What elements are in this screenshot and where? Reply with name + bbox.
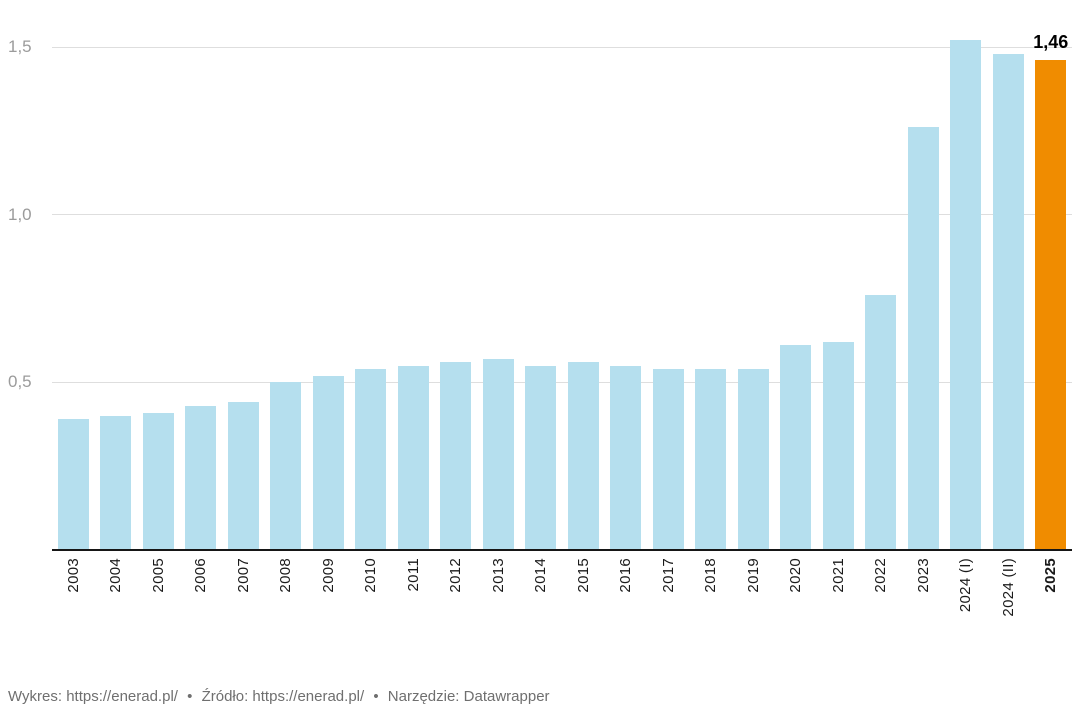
y-tick-label: 1,0 xyxy=(8,204,32,224)
x-tick-label: 2021 xyxy=(829,558,847,593)
x-tick-label: 2007 xyxy=(234,558,252,593)
bar-2009 xyxy=(312,375,344,550)
bar-2019 xyxy=(737,368,769,550)
x-tick-label: 2011 xyxy=(404,558,422,592)
gridline xyxy=(52,214,1072,216)
x-tick-label: 2004 xyxy=(107,558,125,593)
x-tick-label: 2022 xyxy=(872,558,890,593)
footer-source-label: Źródło: xyxy=(201,688,249,705)
bar-2012 xyxy=(440,362,472,550)
bar-2003 xyxy=(57,419,89,550)
bar-2006 xyxy=(185,405,217,550)
bar-2010 xyxy=(355,368,387,550)
bar-2014 xyxy=(525,365,557,550)
x-tick-label: 2016 xyxy=(617,558,635,593)
x-tick-label: 2010 xyxy=(362,558,380,593)
bar-2017 xyxy=(652,368,684,550)
plot-area: 1,46 xyxy=(52,0,1072,550)
footer-tool-link[interactable]: Datawrapper xyxy=(463,688,550,705)
x-tick-label: 2006 xyxy=(192,558,210,593)
bar-2008 xyxy=(270,382,302,550)
footer-separator: • xyxy=(373,688,379,705)
gridline xyxy=(52,381,1072,383)
x-axis-line xyxy=(52,549,1072,551)
bar-2021 xyxy=(822,342,854,550)
bar-2025: 1,46 xyxy=(1033,32,1068,550)
bar-2015 xyxy=(567,362,599,550)
x-tick-label: 2012 xyxy=(447,558,465,593)
x-tick-label: 2025 xyxy=(1042,558,1060,593)
x-tick-label: 2020 xyxy=(787,558,805,593)
bars-container: 1,46 xyxy=(52,0,1072,550)
x-tick-label: 2023 xyxy=(914,558,932,593)
x-tick-label: 2018 xyxy=(702,558,720,593)
x-tick-label: 2015 xyxy=(574,558,592,593)
bar-2004 xyxy=(100,415,132,550)
gridline xyxy=(52,46,1072,48)
x-tick-label: 2024 (II) xyxy=(999,558,1017,617)
x-tick-label: 2008 xyxy=(277,558,295,593)
x-tick-label: 2024 (I) xyxy=(957,558,975,613)
bar-2016 xyxy=(610,365,642,550)
bar-2024-I xyxy=(950,40,982,550)
x-tick-label: 2009 xyxy=(319,558,337,593)
bar-2005 xyxy=(142,412,174,550)
footer-tool-label: Narzędzie: xyxy=(387,688,460,705)
footer-separator: • xyxy=(187,688,193,705)
bar-2024-II xyxy=(992,53,1024,550)
bar-2020 xyxy=(780,345,812,550)
bar-2022 xyxy=(865,295,897,550)
bar-2007 xyxy=(227,402,259,550)
bar-2018 xyxy=(695,368,727,550)
footer-chart-link[interactable]: https://enerad.pl/ xyxy=(66,688,178,705)
x-axis-labels: 2003 2004 2005 2006 2007 2008 2009 2010 2011 2012… xyxy=(52,558,1072,658)
x-tick-label: 2005 xyxy=(149,558,167,593)
bar-2023 xyxy=(907,127,939,550)
x-tick-label: 2013 xyxy=(489,558,507,593)
x-tick-label: 2003 xyxy=(64,558,82,593)
y-tick-label: 1,5 xyxy=(8,37,32,56)
bar-2011 xyxy=(397,365,429,550)
footer-source-link[interactable]: https://enerad.pl/ xyxy=(252,688,365,705)
footer-chart-label: Wykres: xyxy=(8,688,63,705)
value-label: 1,46 xyxy=(1033,32,1069,53)
x-tick-label: 2019 xyxy=(744,558,762,593)
x-tick-label: 2014 xyxy=(532,558,550,593)
x-tick-label: 2017 xyxy=(659,558,677,593)
footer: Wykres: https://enerad.pl/ • Źródło: htt… xyxy=(8,688,550,705)
bar-2013 xyxy=(482,358,514,550)
y-tick-label: 0,5 xyxy=(8,372,32,392)
